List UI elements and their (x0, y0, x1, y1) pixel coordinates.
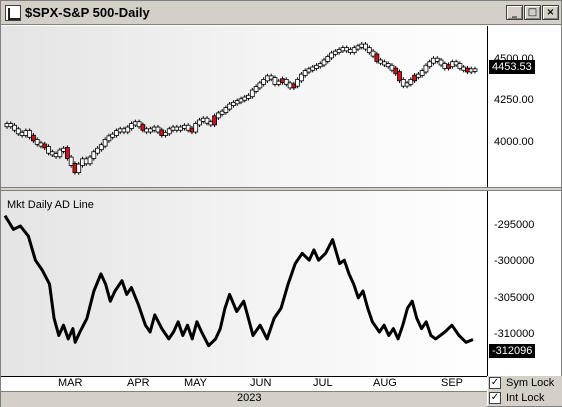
month-label: MAR (58, 377, 83, 389)
candle-body (423, 64, 429, 73)
chart-svg (3, 42, 478, 348)
sym-lock-label: Sym Lock (506, 377, 555, 389)
candle-body (129, 123, 134, 129)
candle-body (91, 151, 97, 159)
candle-body (102, 139, 108, 147)
candle-body (223, 107, 229, 113)
candle-body (302, 70, 308, 76)
candle-body (325, 56, 331, 62)
candle-body (197, 119, 202, 126)
candle-body (457, 63, 463, 69)
candle-body (31, 134, 36, 142)
sym-lock-row[interactable]: ✓ Sym Lock (488, 376, 562, 391)
window-title: $SPX-S&P 500-Daily (25, 5, 150, 20)
minimize-button[interactable]: _ (506, 5, 523, 20)
title-bar[interactable]: $SPX-S&P 500-Daily _ □ × (1, 1, 561, 25)
current-ad-badge: -312096 (489, 344, 536, 358)
candle-body (27, 130, 33, 138)
int-lock-row[interactable]: ✓ Int Lock (488, 391, 562, 406)
candle-body (212, 115, 217, 126)
candle-body (397, 71, 402, 82)
candle-body (329, 52, 334, 59)
candle-body (283, 79, 289, 85)
candle-body (125, 126, 131, 133)
candle-body (298, 73, 304, 82)
maximize-button[interactable]: □ (524, 5, 541, 20)
x-axis (1, 376, 487, 391)
candle-body (15, 128, 21, 135)
candle-body (106, 135, 112, 142)
candle-body (351, 47, 357, 53)
candle-body (12, 124, 17, 131)
candle-body (366, 47, 372, 53)
candle-body (42, 143, 48, 149)
year-bar (1, 391, 487, 407)
candle-body (46, 146, 51, 154)
candle-body (227, 103, 233, 110)
candle-body (472, 68, 478, 72)
candle-body (321, 59, 327, 66)
candle-body (68, 156, 74, 166)
candle-body (257, 82, 263, 89)
indicator-title: Mkt Daily AD Line (7, 199, 94, 211)
candle-body (412, 74, 418, 82)
ad-tick: -310000 (494, 328, 535, 340)
month-label: MAY (184, 377, 208, 389)
candle-body (87, 156, 93, 165)
candle-body (363, 43, 368, 50)
candle-body (419, 70, 425, 76)
candle-body (295, 79, 301, 87)
candle-body (253, 86, 259, 92)
candle-body (34, 139, 40, 145)
int-lock-label: Int Lock (506, 392, 545, 404)
candle-body (215, 112, 221, 119)
price-tick: 4000.00 (494, 136, 534, 148)
candle-body (438, 59, 444, 66)
y-axis-strip (487, 26, 561, 376)
ad-line (3, 214, 474, 348)
candle-body (64, 147, 70, 159)
candle-body (249, 89, 255, 98)
candle-body (140, 124, 146, 131)
current-price-badge: 4453.53 (489, 60, 535, 74)
candle-body (76, 163, 82, 173)
panel-divider[interactable] (1, 187, 561, 191)
candle-body (98, 144, 104, 151)
candle-body (204, 117, 210, 124)
month-label: JUL (313, 377, 333, 389)
year-label: 2023 (237, 392, 262, 404)
candle-body (374, 53, 380, 62)
ad-tick: -300000 (494, 255, 535, 267)
candle-body (408, 79, 414, 85)
close-button[interactable]: × (542, 5, 559, 20)
month-label: APR (127, 377, 150, 389)
ad-tick: -295000 (494, 219, 535, 231)
ad-tick: -305000 (494, 292, 535, 304)
candle-body (95, 147, 100, 154)
int-lock-checkbox[interactable]: ✓ (489, 392, 501, 404)
candle-body (261, 79, 267, 85)
month-label: AUG (373, 377, 397, 389)
price-tick: 4250.00 (494, 94, 534, 106)
candle-body (193, 123, 199, 133)
candle-body (57, 149, 63, 158)
month-label: SEP (441, 377, 464, 389)
candle-body (427, 61, 433, 68)
candle-body (166, 128, 172, 135)
candle-body (393, 67, 399, 75)
month-label: JUN (250, 377, 272, 389)
chart-plot-area[interactable] (1, 26, 487, 376)
candle-body (114, 130, 119, 136)
chart-app-icon (5, 5, 21, 21)
sym-lock-checkbox[interactable]: ✓ (489, 377, 501, 389)
